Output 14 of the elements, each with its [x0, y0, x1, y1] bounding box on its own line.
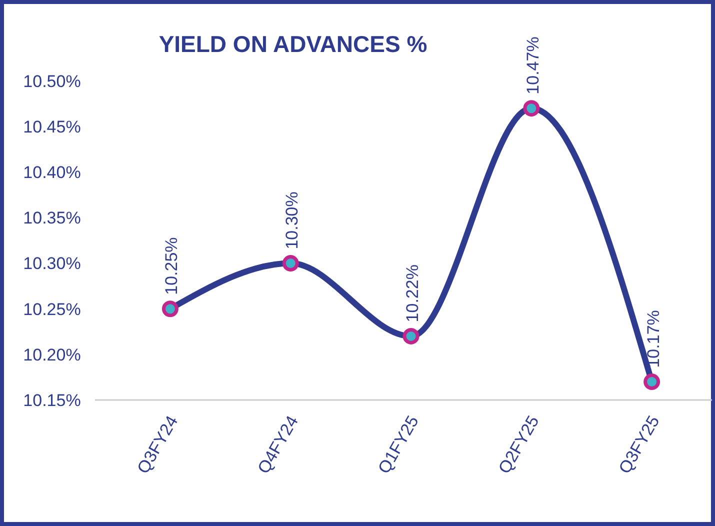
y-tick-label: 10.50%	[23, 72, 81, 91]
y-tick-label: 10.45%	[23, 118, 81, 137]
text: 10.22%	[403, 264, 422, 322]
chart-title: YIELD ON ADVANCES %	[158, 31, 428, 57]
y-tick-label: 10.30%	[23, 254, 81, 274]
text: 10.30%	[282, 192, 302, 250]
y-tick-label: 10.25%	[23, 300, 81, 319]
y-tick-label: 10.15%	[23, 390, 81, 410]
text: 10.47%	[523, 36, 542, 94]
y-tick-label: 10.20%	[23, 345, 81, 364]
y-tick-label: 10.40%	[23, 163, 81, 182]
text: 10.25%	[162, 237, 182, 295]
y-tick-label: 10.35%	[23, 208, 81, 228]
text: 10.17%	[644, 310, 663, 368]
